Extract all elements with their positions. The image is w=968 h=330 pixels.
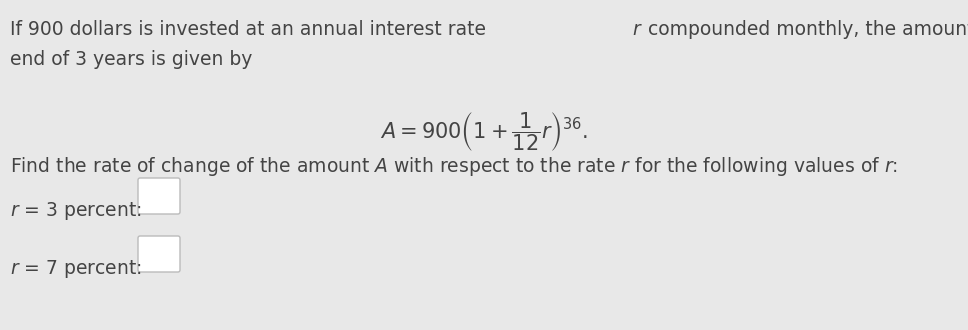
Text: $A = 900\left(1 + \dfrac{1}{12}r\right)^{36}.$: $A = 900\left(1 + \dfrac{1}{12}r\right)^… [380, 110, 588, 153]
FancyBboxPatch shape [138, 178, 180, 214]
Text: Find the rate of change of the amount $A$ with respect to the rate $r$ for the f: Find the rate of change of the amount $A… [10, 155, 898, 178]
Text: $r$ = 7 percent:: $r$ = 7 percent: [10, 258, 141, 280]
FancyBboxPatch shape [138, 236, 180, 272]
Text: If 900 dollars is invested at an annual interest rate: If 900 dollars is invested at an annual … [10, 20, 492, 39]
Text: compounded monthly, the amount in the account at the: compounded monthly, the amount in the ac… [642, 20, 968, 39]
Text: r: r [632, 20, 640, 39]
Text: end of 3 years is given by: end of 3 years is given by [10, 50, 253, 69]
Text: $r$ = 3 percent:: $r$ = 3 percent: [10, 200, 141, 222]
